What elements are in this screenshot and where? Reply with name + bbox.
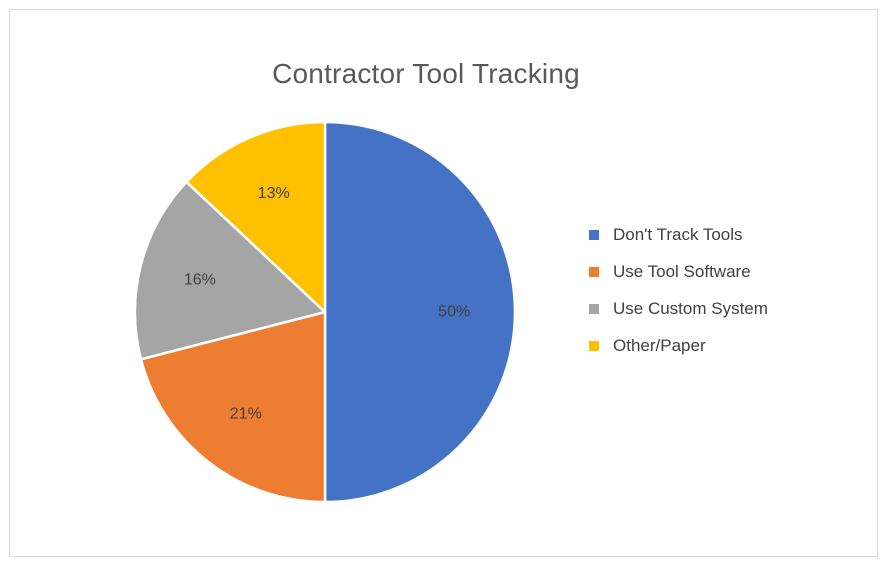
pie-slice-custom-system (133, 180, 327, 361)
pie-slice-tool-software (139, 310, 327, 504)
pie-slice-dont-track (323, 120, 517, 504)
legend-label-tool-software: Use Tool Software (613, 261, 751, 281)
legend: Don't Track Tools Use Tool Software Use … (589, 216, 849, 364)
legend-swatch-tool-software (589, 266, 599, 277)
legend-label-dont-track: Don't Track Tools (613, 224, 743, 244)
pie-slices (133, 120, 517, 504)
legend-item-other-paper: Other/Paper (589, 327, 849, 364)
legend-label-other-paper: Other/Paper (613, 335, 706, 355)
legend-item-tool-software: Use Tool Software (589, 253, 849, 290)
data-label-tool-software: 21% (230, 406, 262, 423)
legend-swatch-dont-track (589, 229, 599, 240)
chart-title: Contractor Tool Tracking (272, 58, 580, 89)
legend-label-custom-system: Use Custom System (613, 298, 768, 318)
data-label-custom-system: 16% (184, 271, 216, 288)
pie-data-labels: 50% 21% 16% 13% (184, 185, 470, 423)
legend-item-custom-system: Use Custom System (589, 290, 849, 327)
legend-item-dont-track: Don't Track Tools (589, 216, 849, 253)
data-label-other-paper: 13% (258, 185, 290, 202)
pie-slice-other-paper (185, 120, 327, 314)
legend-swatch-other-paper (589, 340, 599, 351)
data-label-dont-track: 50% (438, 304, 470, 321)
legend-swatch-custom-system (589, 303, 599, 314)
